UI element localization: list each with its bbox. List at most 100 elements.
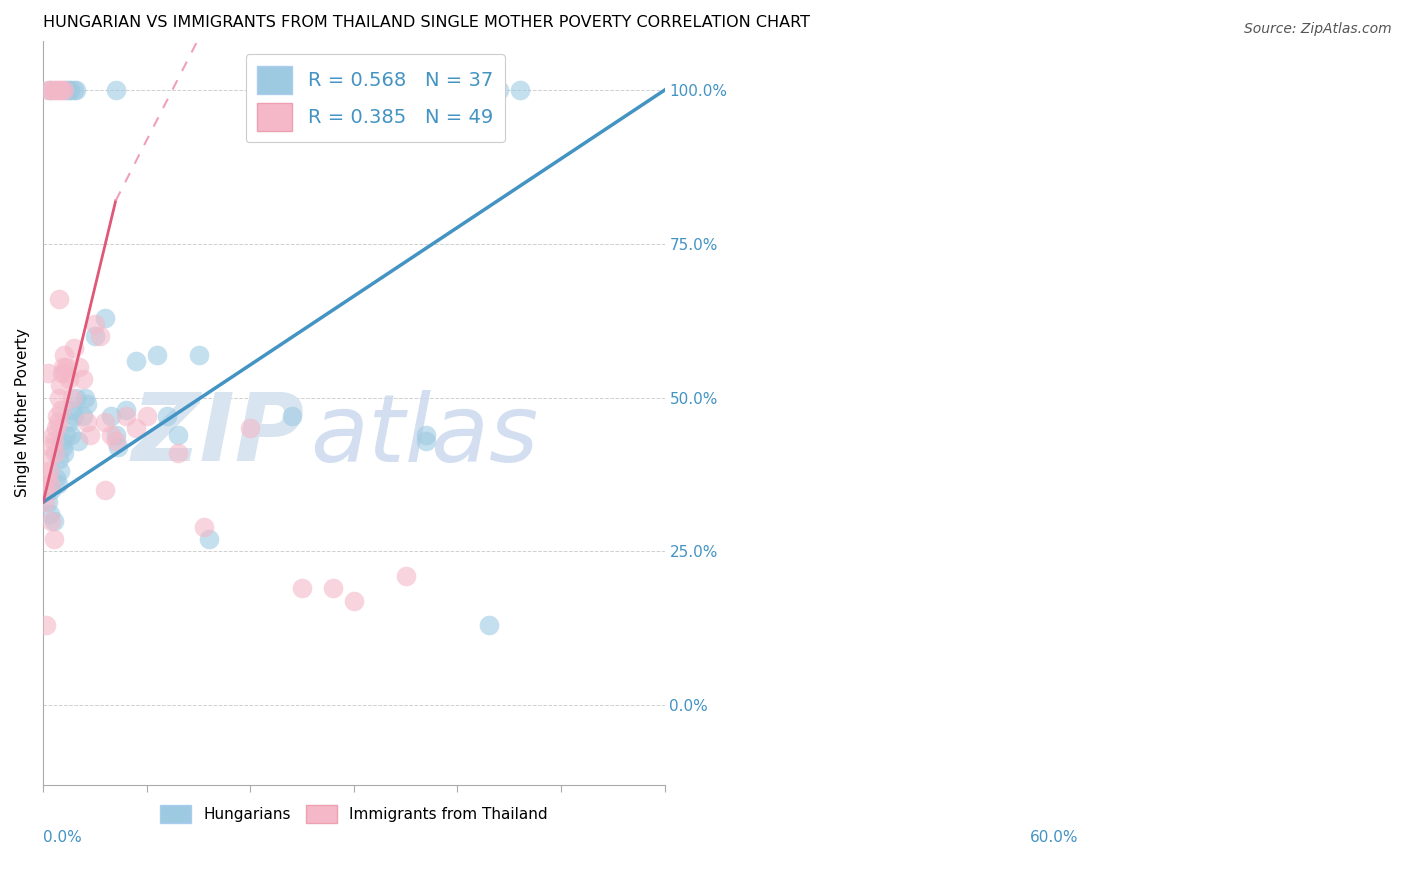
- Point: [79, 427, 101, 442]
- Point: [69, 359, 91, 374]
- Point: [55, 83, 77, 97]
- Point: [63, 409, 86, 423]
- Legend: Hungarians, Immigrants from Thailand: Hungarians, Immigrants from Thailand: [155, 798, 554, 830]
- Point: [37, 495, 59, 509]
- Point: [42, 434, 65, 448]
- Point: [55, 427, 77, 442]
- Point: [46, 415, 69, 429]
- Point: [166, 446, 188, 460]
- Point: [51, 83, 73, 97]
- Point: [38, 465, 60, 479]
- Point: [46, 476, 69, 491]
- Point: [45, 409, 67, 423]
- Point: [60, 427, 83, 442]
- Point: [52, 440, 75, 454]
- Point: [51, 366, 73, 380]
- Point: [115, 403, 138, 417]
- Point: [76, 415, 98, 429]
- Point: [45, 421, 67, 435]
- Point: [488, 83, 510, 97]
- Point: [52, 366, 75, 380]
- Text: 60.0%: 60.0%: [1031, 830, 1078, 845]
- Point: [39, 83, 62, 97]
- Point: [60, 391, 83, 405]
- Point: [94, 310, 117, 325]
- Point: [100, 427, 122, 442]
- Point: [104, 434, 127, 448]
- Point: [89, 329, 111, 343]
- Point: [45, 470, 67, 484]
- Point: [37, 470, 59, 484]
- Point: [46, 83, 69, 97]
- Point: [49, 403, 72, 417]
- Point: [84, 329, 107, 343]
- Point: [107, 440, 129, 454]
- Point: [384, 83, 406, 97]
- Point: [37, 452, 59, 467]
- Point: [41, 83, 63, 97]
- Point: [100, 409, 122, 423]
- Point: [52, 83, 75, 97]
- Point: [187, 347, 209, 361]
- Point: [280, 409, 302, 423]
- Point: [35, 483, 58, 497]
- Point: [395, 569, 418, 583]
- Point: [239, 421, 262, 435]
- Text: Source: ZipAtlas.com: Source: ZipAtlas.com: [1244, 22, 1392, 37]
- Point: [41, 514, 63, 528]
- Point: [135, 409, 157, 423]
- Point: [41, 440, 63, 454]
- Point: [166, 427, 188, 442]
- Point: [84, 317, 107, 331]
- Point: [44, 446, 66, 460]
- Point: [94, 415, 117, 429]
- Point: [41, 483, 63, 497]
- Text: atlas: atlas: [311, 390, 538, 481]
- Point: [115, 409, 138, 423]
- Point: [60, 403, 83, 417]
- Point: [42, 514, 65, 528]
- Point: [58, 415, 80, 429]
- Point: [76, 397, 98, 411]
- Point: [55, 359, 77, 374]
- Point: [65, 83, 87, 97]
- Point: [509, 83, 531, 97]
- Point: [51, 434, 73, 448]
- Point: [35, 618, 58, 632]
- Point: [37, 366, 59, 380]
- Point: [415, 434, 437, 448]
- Point: [94, 483, 117, 497]
- Point: [63, 342, 86, 356]
- Point: [48, 391, 70, 405]
- Point: [48, 292, 70, 306]
- Point: [63, 83, 86, 97]
- Point: [34, 495, 56, 509]
- Point: [477, 618, 499, 632]
- Point: [49, 83, 72, 97]
- Point: [198, 532, 221, 546]
- Point: [67, 434, 90, 448]
- Point: [58, 83, 80, 97]
- Point: [39, 508, 62, 522]
- Y-axis label: Single Mother Poverty: Single Mother Poverty: [15, 328, 30, 498]
- Point: [125, 421, 148, 435]
- Point: [52, 347, 75, 361]
- Point: [104, 83, 127, 97]
- Point: [343, 593, 366, 607]
- Point: [125, 353, 148, 368]
- Point: [39, 476, 62, 491]
- Point: [59, 83, 82, 97]
- Point: [146, 347, 169, 361]
- Point: [37, 83, 59, 97]
- Point: [52, 359, 75, 374]
- Point: [41, 427, 63, 442]
- Text: HUNGARIAN VS IMMIGRANTS FROM THAILAND SINGLE MOTHER POVERTY CORRELATION CHART: HUNGARIAN VS IMMIGRANTS FROM THAILAND SI…: [44, 15, 810, 30]
- Text: ZIP: ZIP: [131, 389, 304, 482]
- Text: 0.0%: 0.0%: [44, 830, 82, 845]
- Point: [58, 372, 80, 386]
- Point: [193, 520, 215, 534]
- Point: [42, 532, 65, 546]
- Point: [104, 427, 127, 442]
- Point: [42, 83, 65, 97]
- Point: [49, 378, 72, 392]
